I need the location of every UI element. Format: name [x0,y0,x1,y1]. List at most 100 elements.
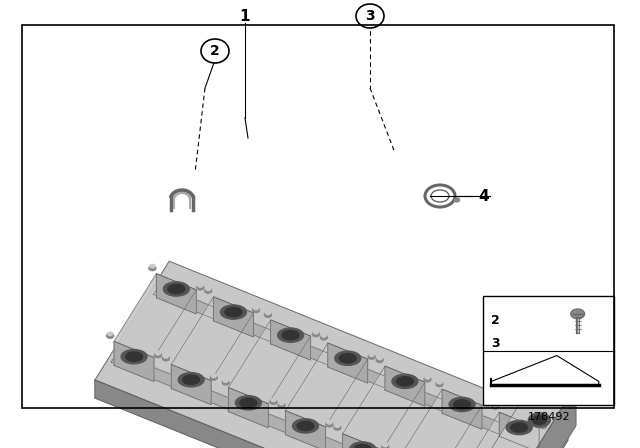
Ellipse shape [292,419,319,433]
Ellipse shape [335,351,361,366]
Text: 4: 4 [478,189,488,203]
Ellipse shape [493,403,498,406]
Ellipse shape [529,413,550,427]
Ellipse shape [540,423,547,428]
Ellipse shape [278,403,285,408]
Ellipse shape [326,422,333,427]
Polygon shape [285,343,368,427]
Bar [22,25,614,408]
Polygon shape [342,434,383,448]
Ellipse shape [327,421,332,424]
Text: 1: 1 [240,9,250,23]
Ellipse shape [201,39,229,63]
Ellipse shape [397,377,413,386]
Ellipse shape [381,444,388,448]
Ellipse shape [205,287,211,290]
Ellipse shape [541,422,546,426]
Ellipse shape [279,401,284,405]
Ellipse shape [211,375,217,380]
Ellipse shape [425,375,430,379]
Ellipse shape [150,264,155,268]
Ellipse shape [163,282,189,296]
Polygon shape [228,388,268,428]
Polygon shape [95,261,568,448]
Polygon shape [442,389,482,429]
Ellipse shape [449,397,475,412]
Ellipse shape [108,332,113,336]
Ellipse shape [221,305,246,319]
Ellipse shape [356,4,384,28]
Polygon shape [171,190,193,198]
Polygon shape [493,422,568,448]
Ellipse shape [163,355,168,358]
Ellipse shape [156,351,161,355]
Ellipse shape [314,331,318,334]
Polygon shape [95,380,493,448]
Ellipse shape [431,190,449,202]
Ellipse shape [511,423,527,432]
Ellipse shape [454,198,460,202]
Ellipse shape [149,266,156,271]
Ellipse shape [349,442,376,448]
Polygon shape [214,297,253,337]
Polygon shape [457,412,539,448]
Text: 3: 3 [365,9,375,23]
Ellipse shape [436,382,443,387]
Ellipse shape [266,311,271,314]
Polygon shape [466,371,576,448]
Ellipse shape [424,377,431,382]
Ellipse shape [178,373,204,387]
Ellipse shape [278,328,303,342]
Ellipse shape [437,380,442,384]
Ellipse shape [506,420,532,435]
Bar [483,296,614,405]
Polygon shape [114,341,154,382]
Ellipse shape [368,354,375,359]
Ellipse shape [376,358,383,362]
Ellipse shape [354,444,371,448]
Ellipse shape [321,334,326,337]
Polygon shape [285,411,325,448]
Ellipse shape [163,356,170,361]
Ellipse shape [121,349,147,364]
Ellipse shape [532,415,547,425]
Polygon shape [342,366,425,448]
Polygon shape [172,297,253,381]
Ellipse shape [485,400,490,403]
Ellipse shape [369,353,374,357]
Ellipse shape [223,379,228,382]
Text: 2: 2 [492,314,500,327]
Ellipse shape [492,404,499,409]
Ellipse shape [282,331,299,340]
Polygon shape [271,320,310,360]
Polygon shape [154,285,542,448]
Text: 2: 2 [210,44,220,58]
Ellipse shape [253,307,260,313]
Ellipse shape [225,307,242,317]
Ellipse shape [270,399,277,405]
Ellipse shape [183,375,200,384]
Ellipse shape [205,288,212,293]
Polygon shape [502,386,576,448]
Ellipse shape [125,352,143,361]
Ellipse shape [454,400,470,409]
Text: 3: 3 [492,337,500,350]
Ellipse shape [168,284,185,293]
Ellipse shape [392,374,418,388]
Polygon shape [228,320,310,404]
Ellipse shape [107,333,114,338]
Polygon shape [111,353,500,448]
Polygon shape [114,274,196,358]
Ellipse shape [484,401,491,406]
Ellipse shape [236,396,261,410]
Polygon shape [385,366,425,406]
Polygon shape [328,343,368,383]
Ellipse shape [334,425,341,430]
Ellipse shape [571,309,585,319]
Polygon shape [499,412,539,448]
Ellipse shape [383,443,388,447]
Polygon shape [400,389,482,448]
Ellipse shape [377,356,382,360]
Ellipse shape [321,335,327,340]
Ellipse shape [154,353,161,358]
